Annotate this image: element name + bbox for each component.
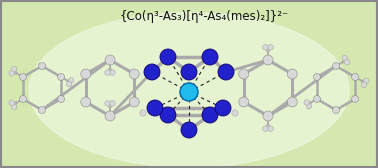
Circle shape — [352, 74, 359, 80]
Circle shape — [287, 97, 297, 107]
Circle shape — [140, 110, 146, 116]
Circle shape — [181, 64, 197, 80]
Circle shape — [218, 64, 234, 80]
Circle shape — [268, 45, 273, 50]
Circle shape — [180, 83, 198, 101]
Circle shape — [147, 100, 163, 116]
Circle shape — [263, 111, 273, 121]
Circle shape — [313, 95, 321, 102]
Circle shape — [9, 70, 14, 76]
Circle shape — [39, 62, 45, 70]
Circle shape — [129, 97, 139, 107]
Circle shape — [144, 64, 160, 80]
Circle shape — [239, 97, 249, 107]
Circle shape — [160, 107, 176, 123]
Circle shape — [66, 81, 72, 87]
Circle shape — [81, 97, 91, 107]
Circle shape — [129, 69, 139, 79]
Circle shape — [57, 95, 65, 102]
Circle shape — [344, 59, 350, 65]
Circle shape — [239, 69, 249, 79]
Circle shape — [110, 70, 115, 75]
Circle shape — [110, 101, 115, 106]
Circle shape — [19, 74, 26, 80]
Circle shape — [333, 107, 339, 114]
Circle shape — [105, 70, 110, 75]
Circle shape — [105, 101, 110, 106]
Circle shape — [105, 55, 115, 65]
Ellipse shape — [29, 12, 349, 167]
Circle shape — [232, 110, 238, 116]
Circle shape — [57, 74, 65, 80]
Text: {Co(η³-As₃)[η⁴-As₄(mes)₂]}²⁻: {Co(η³-As₃)[η⁴-As₄(mes)₂]}²⁻ — [119, 10, 289, 23]
Circle shape — [287, 69, 297, 79]
Circle shape — [11, 66, 17, 72]
Circle shape — [68, 78, 74, 83]
Circle shape — [39, 107, 45, 114]
Circle shape — [105, 111, 115, 121]
Circle shape — [361, 82, 367, 88]
Circle shape — [215, 100, 231, 116]
Circle shape — [313, 74, 321, 80]
Circle shape — [263, 126, 268, 131]
Circle shape — [304, 100, 310, 105]
Circle shape — [19, 95, 26, 102]
Circle shape — [342, 55, 348, 61]
Circle shape — [181, 122, 197, 138]
Circle shape — [160, 49, 176, 65]
Circle shape — [333, 62, 339, 70]
Circle shape — [364, 78, 369, 83]
Circle shape — [202, 107, 218, 123]
Circle shape — [263, 45, 268, 50]
Circle shape — [263, 55, 273, 65]
Circle shape — [81, 69, 91, 79]
Circle shape — [268, 126, 273, 131]
Circle shape — [11, 104, 17, 110]
Circle shape — [202, 49, 218, 65]
Circle shape — [306, 103, 312, 109]
Circle shape — [352, 95, 359, 102]
Circle shape — [9, 100, 14, 106]
